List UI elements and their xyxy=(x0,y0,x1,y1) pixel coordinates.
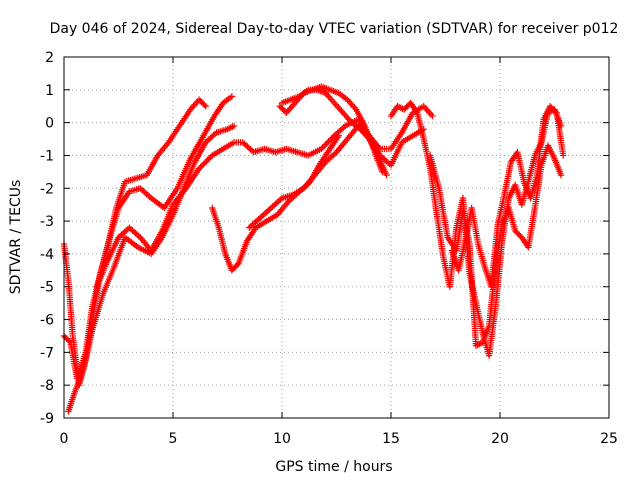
data-point xyxy=(228,93,236,100)
data-point xyxy=(201,159,209,166)
x-axis-label: GPS time / hours xyxy=(275,459,392,475)
data-point xyxy=(233,261,241,269)
data-point xyxy=(335,132,342,139)
data-point xyxy=(319,144,326,151)
y-tick-label: 0 xyxy=(45,116,54,132)
data-point xyxy=(197,163,204,171)
y-tick-label: -6 xyxy=(40,313,54,329)
y-tick-label: -9 xyxy=(40,411,54,427)
data-point xyxy=(66,338,73,345)
y-axis-label: SDTVAR / TECUs xyxy=(8,180,24,295)
data-point xyxy=(383,171,390,179)
data-point xyxy=(230,122,238,130)
x-tick-label: 0 xyxy=(60,431,69,447)
x-tick-label: 25 xyxy=(600,431,618,447)
data-point xyxy=(198,162,206,169)
y-tick-labels: 2 1 0 -1 -2 -3 -4 -5 -6 -7 -8 -9 xyxy=(40,50,54,427)
data-point xyxy=(326,136,334,144)
y-tick-label: -4 xyxy=(40,247,54,263)
y-tick-label: -2 xyxy=(40,181,54,197)
y-tick-label: -3 xyxy=(40,214,54,230)
x-tick-labels: 0 5 10 15 20 25 xyxy=(60,431,618,447)
data-point xyxy=(557,171,565,179)
y-tick-label: 2 xyxy=(45,50,54,66)
plot-frame xyxy=(63,56,610,419)
series-track-k xyxy=(448,103,567,290)
axis-ticks xyxy=(63,56,610,419)
x-tick-label: 15 xyxy=(382,431,400,447)
data-point xyxy=(195,165,203,172)
data-point xyxy=(206,155,213,162)
data-point xyxy=(207,153,214,161)
y-tick-label: 1 xyxy=(45,83,54,99)
y-tick-label: -1 xyxy=(40,148,54,164)
data-points xyxy=(60,83,567,415)
series-track-e xyxy=(209,132,342,274)
chart-title: Day 046 of 2024, Sidereal Day-to-day VTE… xyxy=(50,21,619,37)
x-tick-label: 10 xyxy=(273,431,291,447)
y-tick-label: -8 xyxy=(40,378,54,394)
x-tick-label: 20 xyxy=(491,431,509,447)
data-point xyxy=(203,158,210,165)
x-tick-label: 5 xyxy=(169,431,178,447)
y-tick-label: -5 xyxy=(40,280,54,296)
data-point xyxy=(322,141,329,148)
data-point xyxy=(560,152,567,159)
data-point xyxy=(325,138,332,145)
data-point xyxy=(204,156,212,164)
data-point xyxy=(552,108,559,115)
data-point xyxy=(320,142,328,150)
series-track-d xyxy=(93,103,436,290)
data-point xyxy=(323,139,331,147)
data-point xyxy=(318,145,325,153)
data-point xyxy=(202,103,209,110)
y-tick-label: -7 xyxy=(40,345,54,361)
data-point xyxy=(200,161,207,168)
data-point xyxy=(429,112,436,120)
series-track-h xyxy=(278,86,390,179)
data-point xyxy=(201,101,208,109)
